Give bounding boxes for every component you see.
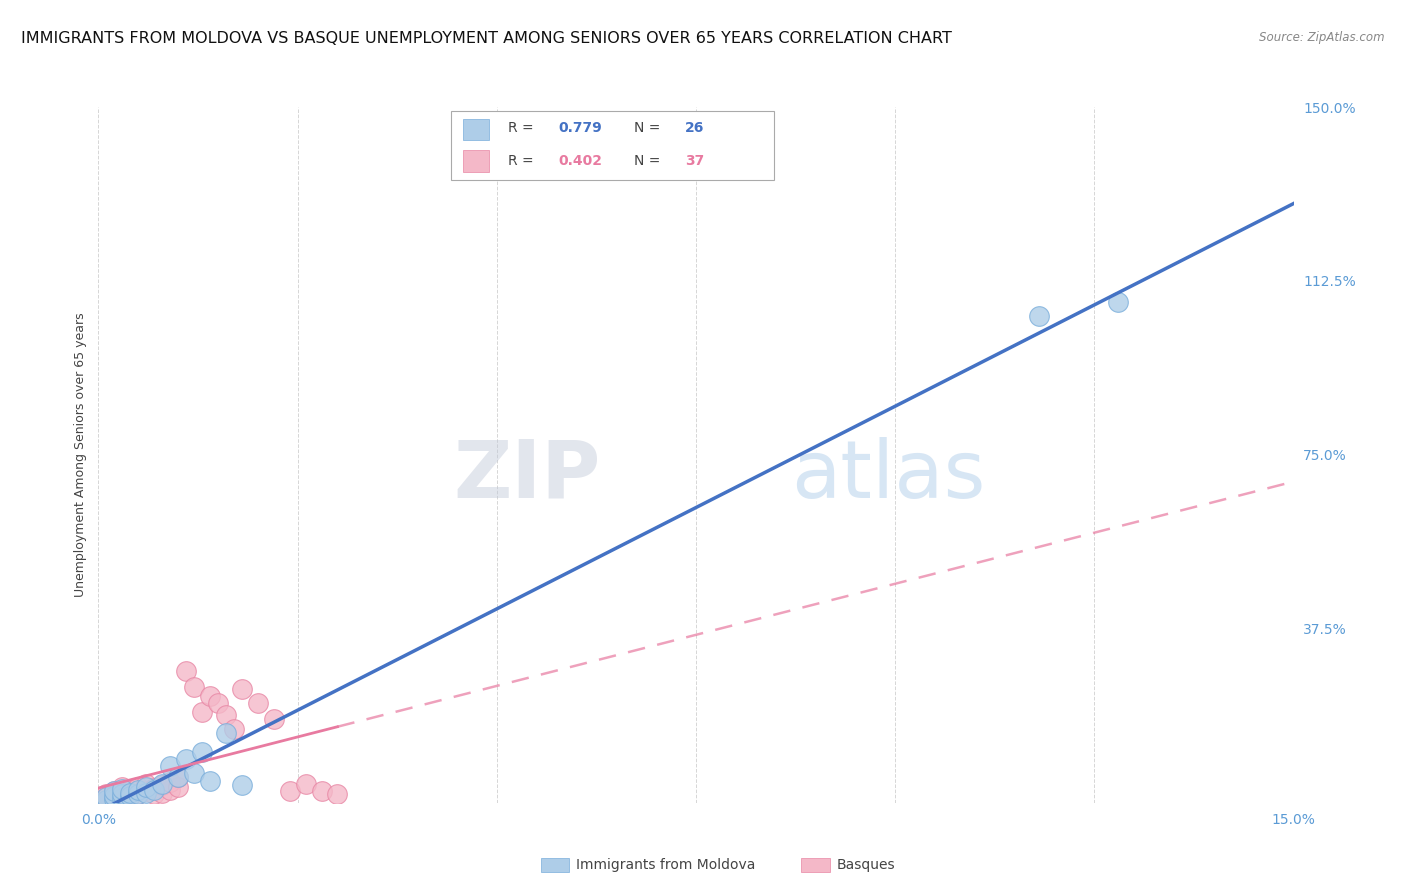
Point <box>231 778 253 792</box>
Text: R =: R = <box>509 153 538 168</box>
Point <box>96 790 118 805</box>
Text: 26: 26 <box>685 121 704 135</box>
Point <box>159 782 181 797</box>
Point <box>111 791 134 805</box>
Text: Source: ZipAtlas.com: Source: ZipAtlas.com <box>1260 31 1385 45</box>
Point <box>127 787 149 801</box>
FancyBboxPatch shape <box>463 151 489 172</box>
Point <box>191 745 214 759</box>
Point <box>96 793 118 807</box>
Point <box>1107 294 1129 309</box>
Point <box>278 784 301 798</box>
Text: Basques: Basques <box>837 858 896 872</box>
Point <box>183 765 205 780</box>
Point <box>167 770 190 784</box>
Point <box>120 789 142 803</box>
Point <box>96 793 118 807</box>
Point <box>103 792 125 806</box>
Point <box>246 696 269 710</box>
Text: ZIP: ZIP <box>453 437 600 515</box>
Point <box>143 788 166 802</box>
Point <box>135 784 157 798</box>
Point <box>103 789 125 803</box>
Point <box>207 696 229 710</box>
Point <box>294 777 316 791</box>
Text: atlas: atlas <box>792 437 986 515</box>
Point <box>103 784 125 798</box>
Point <box>127 788 149 802</box>
Point <box>191 706 214 720</box>
Point <box>111 788 134 802</box>
Point <box>183 680 205 694</box>
Text: 0.402: 0.402 <box>558 153 603 168</box>
Point <box>103 789 125 803</box>
Point <box>1028 309 1050 323</box>
Point <box>127 780 149 794</box>
Point <box>96 787 118 801</box>
Text: 37: 37 <box>685 153 704 168</box>
Point <box>120 789 142 803</box>
Point <box>215 707 238 722</box>
Y-axis label: Unemployment Among Seniors over 65 years: Unemployment Among Seniors over 65 years <box>75 312 87 598</box>
Text: R =: R = <box>509 121 538 135</box>
Point <box>143 782 166 797</box>
Text: Immigrants from Moldova: Immigrants from Moldova <box>576 858 756 872</box>
Point <box>135 780 157 794</box>
Text: IMMIGRANTS FROM MOLDOVA VS BASQUE UNEMPLOYMENT AMONG SENIORS OVER 65 YEARS CORRE: IMMIGRANTS FROM MOLDOVA VS BASQUE UNEMPL… <box>21 31 952 46</box>
Point <box>159 775 181 789</box>
Point <box>167 770 190 784</box>
Point <box>159 758 181 772</box>
Point <box>150 786 173 800</box>
Text: N =: N = <box>634 153 665 168</box>
FancyBboxPatch shape <box>463 119 489 140</box>
Point <box>174 752 197 766</box>
Point <box>120 782 142 797</box>
Point <box>263 712 285 726</box>
Point <box>111 791 134 805</box>
Point <box>103 784 125 798</box>
Point <box>111 787 134 801</box>
FancyBboxPatch shape <box>451 111 773 180</box>
Point <box>135 786 157 800</box>
Point <box>167 780 190 794</box>
Text: 0.779: 0.779 <box>558 121 602 135</box>
Point <box>120 786 142 800</box>
Point <box>111 780 134 794</box>
Point <box>222 722 245 736</box>
Point <box>143 780 166 795</box>
Point <box>198 689 221 703</box>
Point <box>198 773 221 788</box>
Point <box>231 682 253 697</box>
Point <box>127 782 149 797</box>
Point <box>174 664 197 678</box>
Point <box>96 790 118 805</box>
Point <box>215 726 238 740</box>
Point <box>311 784 333 798</box>
Point <box>326 787 349 801</box>
Point <box>150 778 173 792</box>
Point <box>111 781 134 796</box>
Point <box>135 777 157 791</box>
Point <box>103 792 125 806</box>
Point <box>150 777 173 791</box>
Text: N =: N = <box>634 121 665 135</box>
